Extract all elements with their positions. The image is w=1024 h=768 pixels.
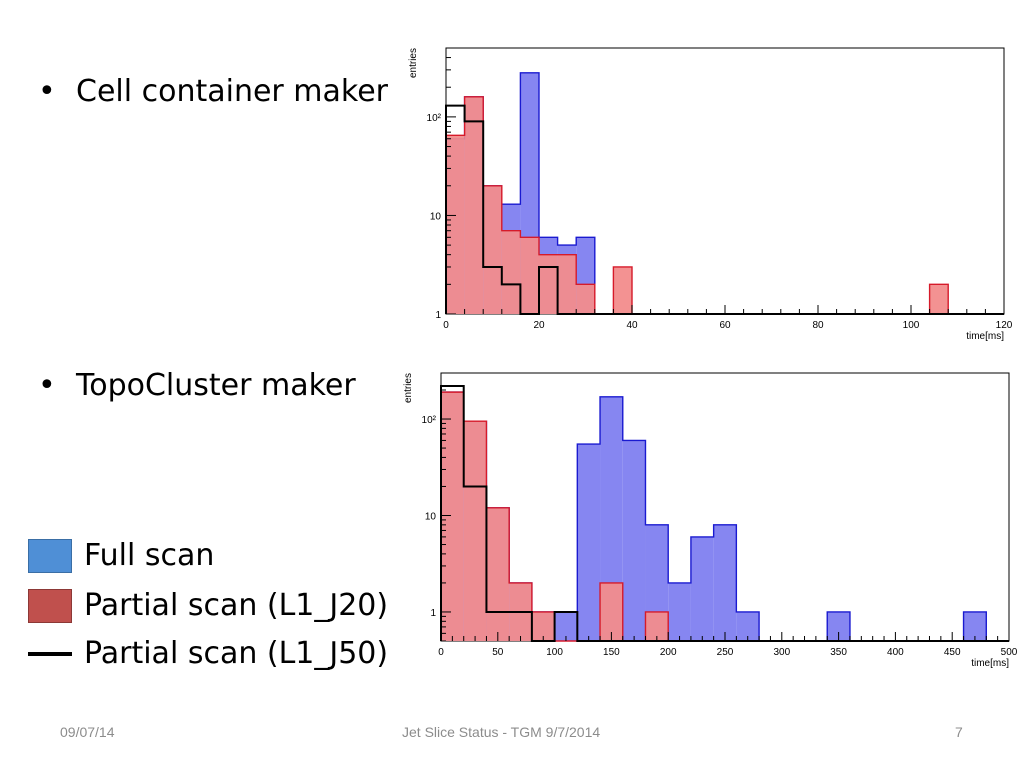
topo-x-tick-label: 200 — [660, 647, 677, 658]
topo-full-bar — [622, 440, 646, 641]
cell-x-axis-label: time[ms] — [966, 331, 1004, 342]
cell-y-tick-label: 10² — [427, 113, 442, 124]
topo-x-tick-label: 100 — [546, 647, 563, 658]
topo-full-bar — [600, 396, 623, 641]
topo-full-bar — [736, 611, 760, 641]
legend-swatch-full — [28, 538, 72, 573]
cell-y-tick-label: 1 — [435, 310, 441, 321]
topo-partial_j20-bar — [645, 611, 669, 641]
topo-x-tick-label: 500 — [1001, 647, 1018, 658]
cell-x-tick-label: 60 — [719, 320, 731, 331]
legend-label-full: Full scan — [84, 538, 215, 573]
legend-label-partial-j50: Partial scan (L1_J50) — [84, 636, 389, 671]
topo-full-bar — [668, 582, 691, 641]
cell-partial_j20-bar — [464, 96, 484, 314]
cell-partial_j20-bar — [539, 254, 558, 314]
topo-x-tick-label: 300 — [773, 647, 790, 658]
cell-partial_j20-bar — [557, 254, 577, 314]
cell-partial_j20-bar — [501, 230, 521, 314]
legend-partial-j50: Partial scan (L1_J50) — [28, 636, 388, 671]
cell-partial_j20-bar — [929, 284, 949, 314]
topo-partial_j20-bar — [463, 421, 487, 641]
cell-series-partial_j20 — [445, 96, 1004, 315]
bullet-cell-container-maker: Cell container maker — [76, 74, 388, 109]
topo-y-tick-label: 1 — [430, 608, 436, 619]
legend-label-partial-j20: Partial scan (L1_J20) — [84, 588, 389, 623]
topo-full-bar — [577, 444, 601, 641]
topo-x-tick-label: 400 — [887, 647, 904, 658]
topo-partial_j20-bar — [531, 611, 555, 641]
topo-x-axis-label: time[ms] — [971, 658, 1009, 669]
footer-page-number: 7 — [955, 724, 963, 740]
topo-x-tick-label: 150 — [603, 647, 620, 658]
cell-x-tick-label: 20 — [533, 320, 545, 331]
cell-y-axis-label: entries — [408, 48, 419, 78]
topo-full-bar — [963, 611, 987, 641]
topo-full-bar — [713, 524, 737, 641]
topo-x-tick-label: 250 — [717, 647, 734, 658]
cell-x-tick-label: 0 — [443, 320, 449, 331]
cell-partial_j20-bar — [576, 284, 595, 314]
topo-partial_j20-bar — [600, 582, 623, 641]
cell-partial_j20-bar — [520, 237, 539, 314]
topo-y-axis-label: entries — [403, 373, 414, 403]
topo-full-bar — [690, 536, 714, 641]
cell-series-partial_j50 — [445, 104, 1004, 315]
topocluster-histogram: 0 50 100 150 200 250 300 350 400 450 500 1 10 10² time… — [403, 372, 1018, 669]
cell-partial_j50-outline — [445, 104, 1004, 315]
topo-full-bar — [554, 611, 578, 641]
cell-partial_j20-bar — [613, 266, 632, 314]
legend-full-scan: Full scan — [28, 538, 214, 573]
footer-title: Jet Slice Status - TGM 9/7/2014 — [402, 724, 601, 740]
topo-x-tick-label: 350 — [830, 647, 847, 658]
topo-x-tick-label: 0 — [438, 647, 444, 658]
legend-swatch-partial-j20 — [28, 588, 72, 623]
topo-y-tick-label: 10² — [422, 415, 437, 426]
topo-partial_j20-bar — [441, 392, 464, 641]
legend-swatch-partial-j50 — [28, 651, 72, 656]
legend-partial-j20: Partial scan (L1_J20) — [28, 588, 388, 623]
cell-partial_j20-bar — [483, 185, 502, 314]
topo-x-tick-label: 450 — [944, 647, 961, 658]
cell-partial_j20-bar — [446, 135, 465, 314]
cell-y-tick-label: 10 — [430, 211, 442, 222]
bullet-2-symbol: • — [38, 368, 56, 403]
cell-x-tick-label: 40 — [626, 320, 638, 331]
cell-x-tick-label: 100 — [903, 320, 920, 331]
topo-y-tick-label: 10 — [425, 511, 437, 522]
cell-x-tick-label: 120 — [996, 320, 1013, 331]
topo-x-tick-label: 50 — [492, 647, 504, 658]
bullet-topocluster-maker: TopoCluster maker — [76, 368, 356, 403]
topo-partial_j20-bar — [486, 507, 510, 641]
topo-series-partial_j20 — [440, 391, 1009, 642]
cell-x-tick-label: 80 — [812, 320, 824, 331]
cell-container-histogram: 0 20 40 60 80 100 120 1 10 10² time[ms] entries — [408, 47, 1013, 342]
topo-full-bar — [827, 611, 850, 641]
bullet-1-symbol: • — [38, 74, 56, 109]
footer-date: 09/07/14 — [60, 724, 115, 740]
